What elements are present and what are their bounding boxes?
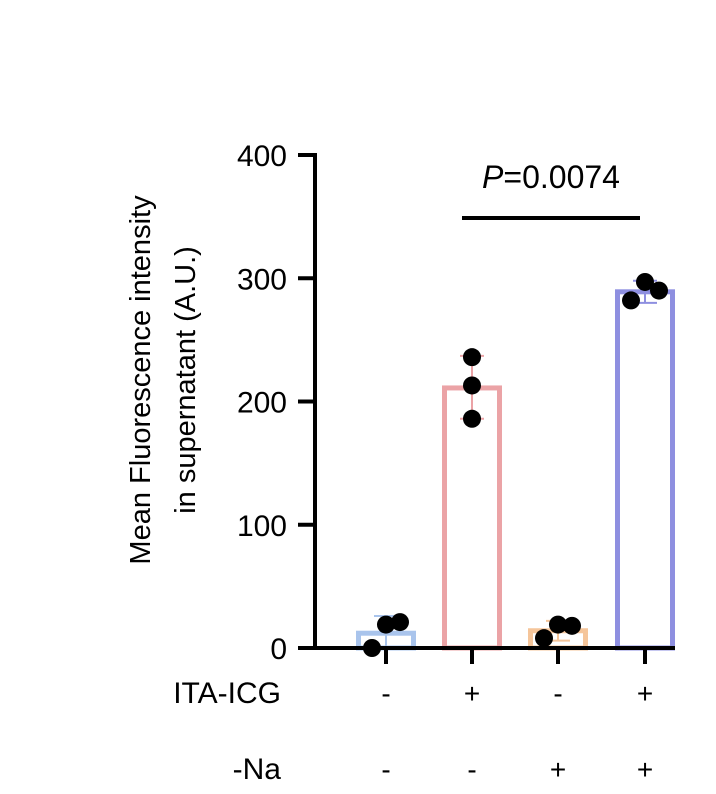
y-tick-label-300: 300 [237, 263, 287, 296]
data-point-4-1 [622, 291, 640, 310]
condition-row-label-na: -Na [233, 753, 282, 786]
data-point-3-1 [535, 629, 553, 648]
data-point-4-2 [636, 272, 654, 291]
na-sign-1: - [381, 754, 390, 785]
error-bars [374, 279, 657, 649]
y-tick-label-100: 100 [237, 510, 287, 543]
y-axis: 0 100 200 300 400 [237, 140, 317, 666]
p-value-number: =0.0074 [503, 159, 620, 195]
data-point-2-1 [463, 409, 481, 428]
data-point-1-2 [377, 615, 395, 634]
data-point-2-3 [463, 348, 481, 367]
significance-annotation: P=0.0074 [462, 159, 640, 220]
p-value-label: P=0.0074 [482, 159, 620, 195]
y-tick-label-0: 0 [270, 633, 287, 666]
data-point-4-3 [650, 281, 668, 300]
ita-icg-sign-2: + [464, 678, 480, 709]
y-axis-title-line-1: Mean Fluorescence intensity [125, 195, 157, 565]
data-point-3-3 [563, 616, 581, 635]
data-point-1-3 [391, 613, 409, 632]
condition-row-label-ita-icg: ITA-ICG [173, 677, 281, 710]
na-sign-4: + [637, 754, 653, 785]
data-points [363, 272, 668, 657]
bars [356, 289, 675, 651]
condition-row-ita-icg: - + - + [381, 678, 653, 709]
data-point-3-2 [549, 615, 567, 634]
ita-icg-sign-3: - [553, 678, 562, 709]
condition-row-na: - - + + [381, 754, 653, 785]
data-point-2-2 [463, 376, 481, 395]
y-axis-title-line-2: in supernatant (A.U.) [170, 246, 202, 514]
na-sign-2: - [467, 754, 476, 785]
y-tick-label-200: 200 [237, 387, 287, 420]
ita-icg-sign-4: + [637, 678, 653, 709]
y-tick-label-400: 400 [237, 140, 287, 173]
y-axis-title: Mean Fluorescence intensity in supernata… [125, 195, 202, 565]
ita-icg-sign-1: - [381, 678, 390, 709]
na-sign-3: + [550, 754, 566, 785]
p-value-prefix: P [482, 159, 504, 195]
bar-4 [615, 289, 675, 651]
x-axis-ticks [384, 648, 647, 664]
